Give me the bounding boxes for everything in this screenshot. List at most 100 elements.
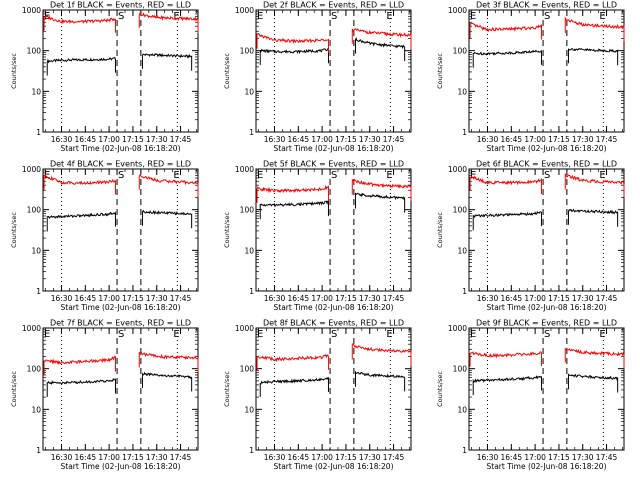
x-tick-label: 17:00	[98, 135, 120, 144]
panel-title: Det 2f BLACK = Events, RED = LLD	[263, 1, 404, 10]
x-tick-label: 17:00	[524, 294, 546, 303]
y-tick-label: 1000	[22, 165, 41, 174]
lld-rate-trace	[43, 173, 116, 195]
x-axis-label: Start Time (02-Jun-08 16:18:20)	[61, 462, 181, 471]
lld-rate-trace	[469, 22, 542, 40]
panel-det-3: Det 3f BLACK = Events, RED = LLD 1 10 100 10…	[436, 1, 625, 153]
panel-det-5: Det 5f BLACK = Events, RED = LLD 1 10 100 10…	[223, 160, 412, 312]
marker-s: S	[331, 329, 337, 340]
plot-frame	[468, 168, 625, 292]
marker-s: S	[331, 11, 337, 22]
panel-det-8: Det 8f BLACK = Events, RED = LLD 1 10 100 10…	[223, 319, 412, 471]
marker-e-right: E	[173, 170, 179, 181]
y-tick-label: 10	[244, 87, 254, 96]
lld-rate-trace	[351, 343, 412, 367]
panel-title: Det 7f BLACK = Events, RED = LLD	[50, 319, 191, 328]
panel-title: Det 6f BLACK = Events, RED = LLD	[476, 160, 617, 169]
marker-s: S	[118, 329, 124, 340]
x-tick-label: 17:30	[572, 135, 594, 144]
lld-rate-trace	[351, 28, 412, 50]
lld-rate-trace	[469, 175, 542, 195]
x-axis-label: Start Time (02-Jun-08 16:18:20)	[274, 144, 394, 153]
y-tick-label: 1	[462, 128, 467, 137]
marker-e-right: E	[386, 170, 392, 181]
x-axis-label: Start Time (02-Jun-08 16:18:20)	[274, 303, 394, 312]
y-tick-label: 1	[36, 446, 41, 455]
marker-s: S	[544, 329, 550, 340]
x-tick-label: 17:15	[548, 453, 570, 462]
events-rate-trace	[259, 376, 329, 397]
y-tick-label: 100	[240, 47, 255, 56]
lld-rate-trace	[138, 174, 199, 198]
plot-frame	[42, 9, 199, 133]
y-tick-label: 10	[457, 87, 467, 96]
y-tick-label: 1	[36, 128, 41, 137]
lld-rate-trace	[564, 16, 625, 42]
x-tick-label: 17:00	[524, 453, 546, 462]
x-tick-label: 17:00	[311, 135, 333, 144]
x-tick-label: 16:45	[501, 453, 523, 462]
panel-det-7: Det 7f BLACK = Events, RED = LLD 1 10 100 10…	[10, 319, 199, 471]
events-rate-trace	[141, 52, 193, 71]
lld-rate-trace	[256, 354, 329, 371]
y-axis-label: Counts/sec	[223, 212, 231, 248]
y-tick-label: 10	[457, 405, 467, 414]
y-axis-label: Counts/sec	[223, 53, 231, 89]
marker-e-right: E	[599, 329, 605, 340]
y-tick-label: 10	[457, 246, 467, 255]
marker-e-left: E	[44, 170, 50, 181]
x-tick-label: 16:30	[477, 453, 499, 462]
x-tick-label: 17:15	[122, 294, 144, 303]
x-axis-label: Start Time (02-Jun-08 16:18:20)	[487, 144, 607, 153]
x-tick-label: 17:30	[572, 453, 594, 462]
events-rate-trace	[567, 208, 619, 227]
x-tick-label: 16:30	[51, 453, 73, 462]
panel-title: Det 4f BLACK = Events, RED = LLD	[50, 160, 191, 169]
y-tick-label: 1	[462, 446, 467, 455]
panel-det-1: Det 1f BLACK = Events, RED = LLD 1 10 100 10…	[10, 1, 199, 153]
x-tick-label: 16:30	[477, 135, 499, 144]
y-tick-label: 10	[31, 87, 41, 96]
marker-e-right: E	[599, 170, 605, 181]
events-rate-trace	[567, 47, 619, 66]
x-axis-label: Start Time (02-Jun-08 16:18:20)	[274, 462, 394, 471]
y-tick-label: 100	[453, 206, 468, 215]
x-tick-label: 16:45	[75, 453, 97, 462]
marker-e-left: E	[257, 170, 263, 181]
x-tick-label: 17:00	[98, 294, 120, 303]
x-tick-label: 17:15	[122, 453, 144, 462]
marker-s: S	[544, 170, 550, 181]
y-tick-label: 100	[27, 365, 42, 374]
lld-rate-trace	[256, 184, 329, 203]
y-axis-label: Counts/sec	[436, 212, 444, 248]
y-tick-label: 100	[240, 206, 255, 215]
x-tick-label: 16:45	[75, 294, 97, 303]
x-tick-label: 17:30	[572, 294, 594, 303]
y-tick-label: 10	[244, 246, 254, 255]
y-tick-label: 100	[453, 47, 468, 56]
marker-e-right: E	[386, 329, 392, 340]
marker-e-right: E	[599, 11, 605, 22]
lld-rate-trace	[564, 172, 625, 197]
x-tick-label: 17:45	[383, 135, 405, 144]
x-tick-label: 17:00	[311, 294, 333, 303]
y-tick-label: 1000	[22, 6, 41, 15]
marker-e-left: E	[470, 170, 476, 181]
y-tick-label: 1	[36, 287, 41, 296]
events-rate-trace	[259, 48, 329, 65]
x-tick-label: 17:45	[170, 135, 192, 144]
x-tick-label: 16:45	[501, 294, 523, 303]
x-tick-label: 16:45	[288, 294, 310, 303]
x-tick-label: 16:45	[288, 453, 310, 462]
marker-s: S	[118, 170, 124, 181]
x-tick-label: 17:45	[596, 135, 618, 144]
lld-rate-trace	[43, 14, 116, 33]
events-rate-trace	[567, 373, 619, 393]
marker-e-left: E	[470, 329, 476, 340]
x-axis-label: Start Time (02-Jun-08 16:18:20)	[61, 144, 181, 153]
y-tick-label: 1	[249, 128, 254, 137]
marker-s: S	[544, 11, 550, 22]
x-tick-label: 17:00	[524, 135, 546, 144]
marker-s: S	[331, 170, 337, 181]
y-tick-label: 100	[240, 365, 255, 374]
